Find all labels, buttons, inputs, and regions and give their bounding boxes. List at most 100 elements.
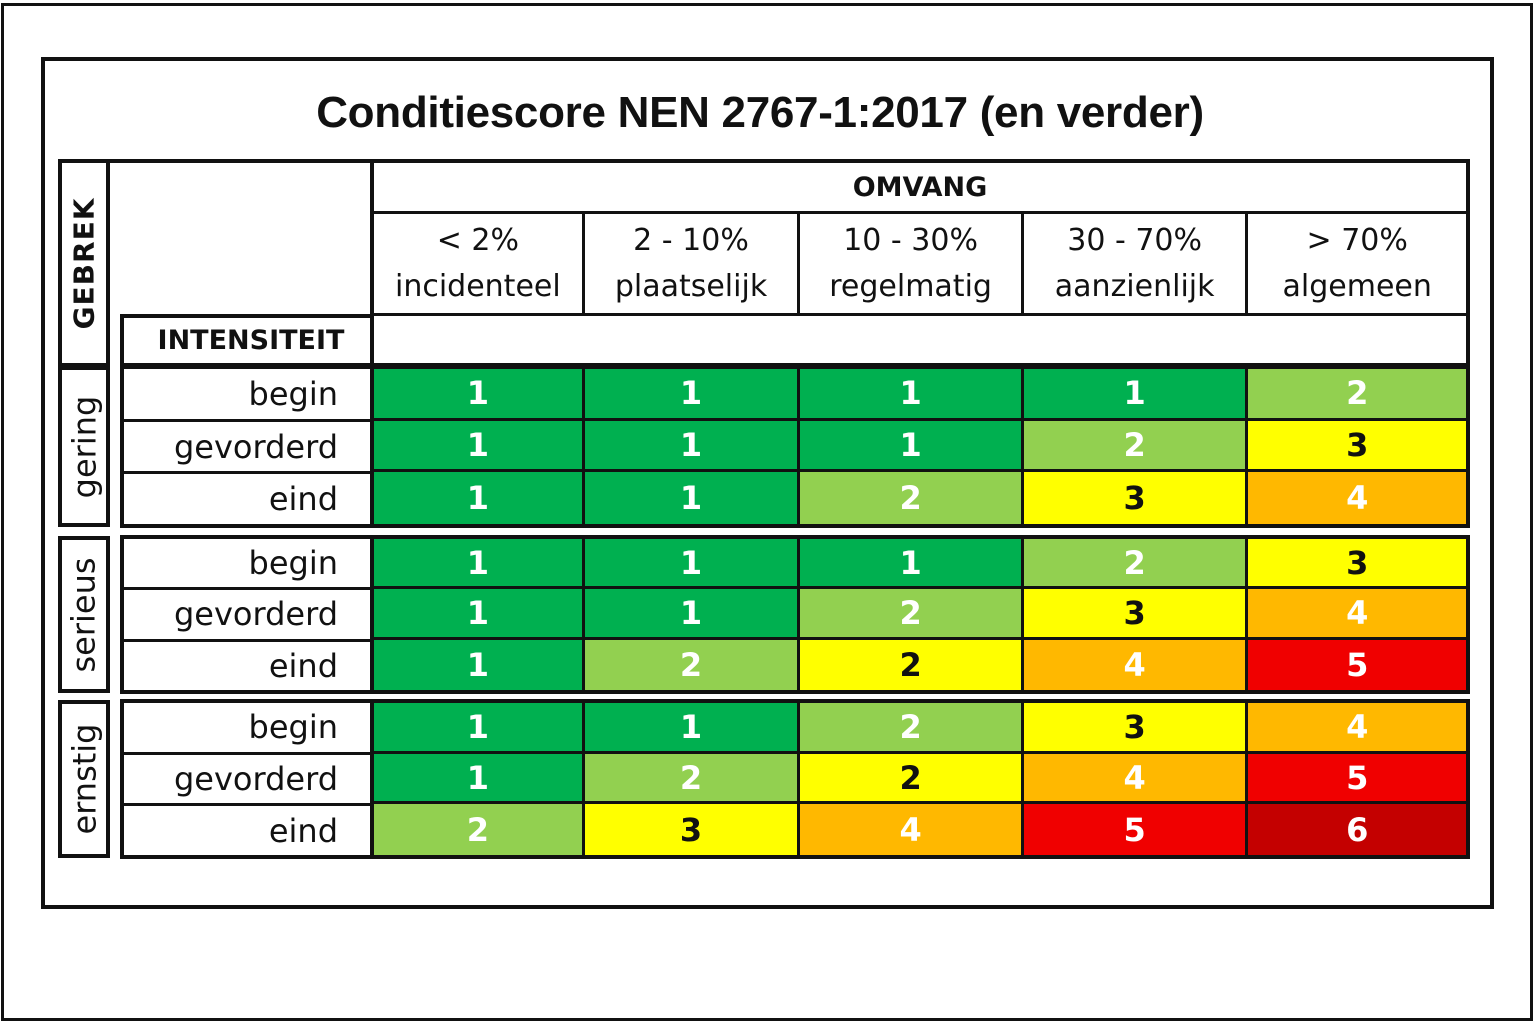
score-cell: 2 bbox=[800, 753, 1024, 805]
intensity-labels-gering: begin gevorderd eind bbox=[120, 365, 374, 528]
column-header: 10 - 30% regelmatig bbox=[800, 214, 1024, 313]
severity-text: ernstig bbox=[65, 723, 104, 835]
severity-label-gering: gering bbox=[58, 366, 110, 527]
score-cell: 5 bbox=[1248, 639, 1466, 690]
column-label: algemeen bbox=[1282, 268, 1432, 304]
score-cell: 2 bbox=[800, 589, 1024, 640]
score-cell: 2 bbox=[800, 703, 1024, 754]
score-cell: 1 bbox=[1023, 369, 1249, 421]
score-cell: 3 bbox=[1023, 589, 1249, 640]
score-cell: 6 bbox=[1248, 804, 1466, 856]
score-cell: 2 bbox=[1023, 539, 1249, 590]
score-cell: 1 bbox=[800, 369, 1024, 421]
column-range: 30 - 70% bbox=[1067, 222, 1203, 258]
column-headers: < 2% incidenteel 2 - 10% plaatselijk 10 - 30… bbox=[374, 214, 1466, 316]
column-header: > 70% algemeen bbox=[1248, 214, 1466, 313]
score-cell: 3 bbox=[1023, 472, 1249, 525]
score-cell: 4 bbox=[1248, 472, 1466, 525]
score-cell: 4 bbox=[1248, 589, 1466, 640]
column-range: 10 - 30% bbox=[843, 222, 978, 258]
score-cell: 1 bbox=[584, 703, 801, 754]
score-cell: 3 bbox=[1248, 420, 1466, 473]
omvang-label: OMVANG bbox=[374, 163, 1466, 214]
score-cell: 1 bbox=[584, 472, 801, 525]
intensity-label: begin bbox=[124, 369, 370, 422]
score-cell: 4 bbox=[800, 804, 1024, 856]
score-cell: 1 bbox=[374, 369, 585, 421]
inner-frame bbox=[41, 57, 1494, 909]
severity-text: gering bbox=[65, 395, 104, 498]
score-cell: 1 bbox=[374, 639, 585, 690]
score-cell: 1 bbox=[374, 420, 585, 473]
column-label: incidenteel bbox=[394, 268, 561, 304]
column-header: 30 - 70% aanzienlijk bbox=[1024, 214, 1249, 313]
intensity-label: eind bbox=[268, 646, 338, 685]
intensity-label: begin bbox=[124, 539, 370, 591]
intensity-label: eind bbox=[268, 480, 338, 519]
intensity-labels-serieus: begin gevorderd eind bbox=[120, 535, 374, 694]
score-cell: 2 bbox=[1023, 420, 1249, 473]
score-cell: 1 bbox=[584, 420, 801, 473]
score-cell: 2 bbox=[1248, 369, 1466, 421]
intensity-label: gevorderd bbox=[124, 590, 370, 642]
score-cell: 1 bbox=[800, 539, 1024, 590]
column-header: < 2% incidenteel bbox=[374, 214, 585, 313]
column-header: 2 - 10% plaatselijk bbox=[585, 214, 801, 313]
intensity-label: gevorderd bbox=[124, 755, 370, 807]
score-cell: 1 bbox=[584, 589, 801, 640]
score-cell: 3 bbox=[1023, 703, 1249, 754]
score-cell: 5 bbox=[1023, 804, 1249, 856]
column-label: aanzienlijk bbox=[1054, 268, 1215, 304]
score-cell: 4 bbox=[1023, 639, 1249, 690]
column-range: 2 - 10% bbox=[633, 222, 749, 258]
severity-label-serieus: serieus bbox=[58, 536, 110, 693]
score-cell: 1 bbox=[374, 472, 585, 525]
column-range: < 2% bbox=[436, 222, 519, 258]
intensity-labels-ernstig: begin gevorderd eind bbox=[120, 699, 374, 859]
score-cell: 2 bbox=[584, 639, 801, 690]
gebrek-label: GEBREK bbox=[67, 197, 101, 329]
gebrek-header: GEBREK bbox=[58, 159, 110, 367]
score-cell: 4 bbox=[1248, 703, 1466, 754]
score-cell: 2 bbox=[800, 472, 1024, 525]
score-cell: 2 bbox=[374, 804, 585, 856]
score-cell: 5 bbox=[1248, 753, 1466, 805]
score-cell: 2 bbox=[800, 639, 1024, 690]
corner-blank bbox=[106, 159, 374, 317]
score-cell: 1 bbox=[800, 420, 1024, 473]
score-cell: 1 bbox=[374, 753, 585, 805]
score-cell: 1 bbox=[584, 539, 801, 590]
intensity-label: eind bbox=[268, 811, 338, 850]
severity-label-ernstig: ernstig bbox=[58, 700, 110, 858]
outer-frame bbox=[1, 3, 1533, 1021]
intensity-label: begin bbox=[124, 703, 370, 755]
column-label: regelmatig bbox=[829, 268, 992, 304]
column-label: plaatselijk bbox=[614, 268, 768, 304]
omvang-header-block: OMVANG < 2% incidenteel 2 - 10% plaatselijk… bbox=[370, 159, 1470, 367]
intensiteit-header: INTENSITEIT bbox=[120, 314, 374, 367]
intensity-label: gevorderd bbox=[124, 422, 370, 475]
score-cell: 4 bbox=[1023, 753, 1249, 805]
score-cell: 1 bbox=[584, 369, 801, 421]
column-range: > 70% bbox=[1306, 222, 1408, 258]
severity-text: serieus bbox=[65, 556, 104, 673]
page-title: Conditiescore NEN 2767-1:2017 (en verder… bbox=[316, 88, 1204, 137]
score-cell: 1 bbox=[374, 589, 585, 640]
score-cell: 3 bbox=[584, 804, 801, 856]
score-cell: 1 bbox=[374, 703, 585, 754]
score-cell: 1 bbox=[374, 539, 585, 590]
score-cell: 3 bbox=[1248, 539, 1466, 590]
score-cell: 2 bbox=[584, 753, 801, 805]
